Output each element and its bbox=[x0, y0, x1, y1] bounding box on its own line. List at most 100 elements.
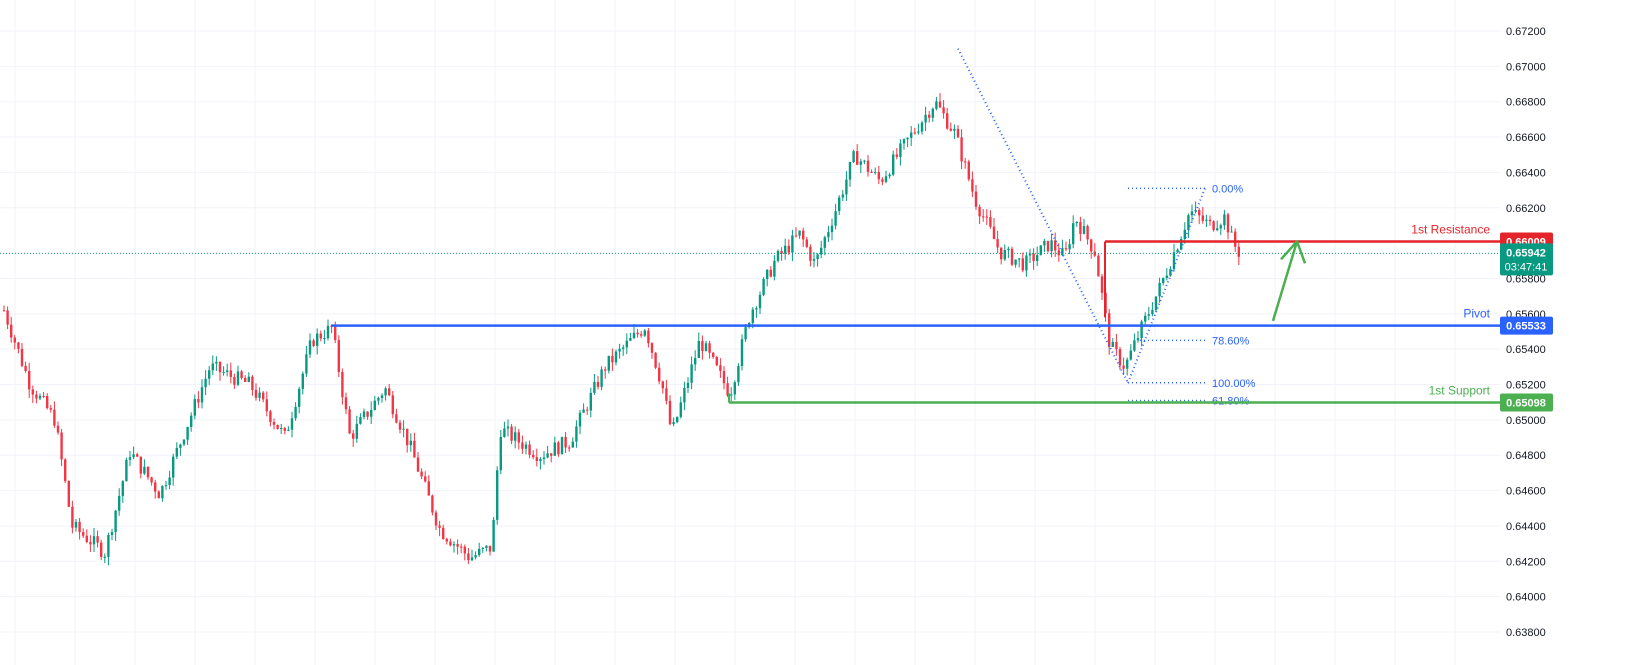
candle-body bbox=[571, 441, 574, 448]
candle-body bbox=[42, 395, 45, 397]
candle-body bbox=[910, 132, 913, 138]
candle-body bbox=[503, 428, 506, 437]
candle-body bbox=[978, 206, 981, 217]
candle-body bbox=[866, 160, 870, 172]
candle-body bbox=[420, 471, 423, 477]
candle-body bbox=[319, 333, 322, 339]
candle-body bbox=[1169, 269, 1172, 276]
candle-body bbox=[780, 250, 783, 254]
candle-body bbox=[679, 402, 682, 417]
candle-body bbox=[874, 171, 877, 173]
candle-body bbox=[784, 245, 787, 254]
y-tick-label: 0.67200 bbox=[1506, 26, 1546, 38]
candle-body bbox=[928, 114, 931, 118]
candle-body bbox=[1090, 239, 1093, 252]
candle-body bbox=[834, 211, 837, 226]
candle-body bbox=[1072, 223, 1075, 245]
y-tick-label: 0.64400 bbox=[1506, 521, 1546, 533]
candle-body bbox=[931, 108, 934, 118]
candle-body bbox=[49, 408, 52, 410]
candle-body bbox=[373, 400, 376, 411]
chart-drawings: 0.00%78.60%100.00%61.80%1st ResistancePi… bbox=[0, 48, 1500, 407]
candle-body bbox=[10, 324, 13, 338]
candle-body bbox=[1198, 210, 1201, 216]
candle-body bbox=[416, 457, 420, 472]
y-tick-label: 0.66400 bbox=[1506, 167, 1546, 179]
candle-body bbox=[478, 548, 481, 556]
candle-body bbox=[132, 454, 135, 458]
candle-body bbox=[1043, 240, 1046, 246]
candle-body bbox=[92, 536, 96, 545]
candle-body bbox=[53, 409, 56, 426]
candle-body bbox=[100, 542, 103, 557]
candle-body bbox=[1180, 239, 1183, 250]
candle-body bbox=[1014, 259, 1017, 265]
candle-body bbox=[888, 174, 891, 177]
candle-body bbox=[157, 491, 160, 499]
candle-body bbox=[582, 409, 585, 413]
candle-body bbox=[240, 371, 243, 379]
candle-body bbox=[427, 481, 430, 496]
candlestick-series bbox=[2, 93, 1240, 566]
candle-body bbox=[1129, 350, 1132, 360]
candle-body bbox=[1108, 313, 1111, 347]
candle-body bbox=[247, 376, 250, 382]
candle-body bbox=[751, 309, 754, 323]
chart-grid bbox=[0, 0, 1500, 665]
candle-body bbox=[1187, 215, 1190, 230]
candle-body bbox=[125, 459, 128, 482]
y-tick-label: 0.67000 bbox=[1506, 61, 1546, 73]
candle-body bbox=[348, 409, 351, 434]
candle-body bbox=[546, 453, 549, 458]
candle-body bbox=[964, 161, 967, 163]
candle-body bbox=[434, 512, 438, 526]
candle-body bbox=[445, 539, 448, 542]
candle-body bbox=[481, 547, 484, 549]
candle-body bbox=[406, 428, 409, 446]
candle-body bbox=[283, 427, 286, 431]
candle-body bbox=[744, 327, 747, 340]
candle-body bbox=[787, 245, 790, 253]
y-tick-label: 0.64600 bbox=[1506, 486, 1546, 498]
candle-body bbox=[276, 424, 279, 430]
candle-body bbox=[895, 154, 898, 157]
candle-body bbox=[370, 410, 373, 417]
candle-body bbox=[776, 250, 780, 261]
candle-body bbox=[1039, 245, 1042, 256]
y-tick-label: 0.63800 bbox=[1506, 627, 1546, 639]
candle-body bbox=[535, 457, 538, 462]
candle-body bbox=[524, 444, 528, 449]
candle-body bbox=[1205, 219, 1208, 221]
candle-body bbox=[298, 388, 301, 407]
candle-body bbox=[13, 337, 16, 343]
candle-body bbox=[1219, 225, 1222, 229]
candle-body bbox=[611, 355, 614, 363]
candle-body bbox=[316, 333, 319, 346]
candle-body bbox=[107, 534, 110, 557]
candle-body bbox=[514, 432, 517, 441]
candle-body bbox=[182, 439, 186, 445]
candle-body bbox=[1172, 252, 1176, 270]
candle-body bbox=[344, 397, 348, 410]
candle-body bbox=[1010, 248, 1014, 265]
candle-body bbox=[118, 495, 121, 511]
candle-body bbox=[359, 417, 362, 424]
candle-body bbox=[143, 466, 146, 474]
candle-body bbox=[791, 235, 794, 253]
candle-body bbox=[672, 422, 675, 425]
candle-body bbox=[294, 406, 297, 419]
countdown-timer: 03:47:41 bbox=[1505, 261, 1548, 273]
candle-body bbox=[694, 358, 697, 365]
candle-body bbox=[186, 426, 189, 440]
candle-body bbox=[924, 114, 927, 123]
price-axis[interactable]: 0.67200 0.67000 0.66800 0.66600 0.66400 0.662… bbox=[1506, 26, 1546, 639]
candle-body bbox=[578, 412, 582, 427]
candle-body bbox=[1079, 221, 1082, 234]
candle-body bbox=[550, 453, 553, 456]
candle-body bbox=[46, 396, 49, 409]
candle-body bbox=[661, 381, 664, 389]
candle-body bbox=[877, 171, 880, 180]
candle-body bbox=[827, 232, 830, 238]
candle-body bbox=[704, 343, 708, 352]
